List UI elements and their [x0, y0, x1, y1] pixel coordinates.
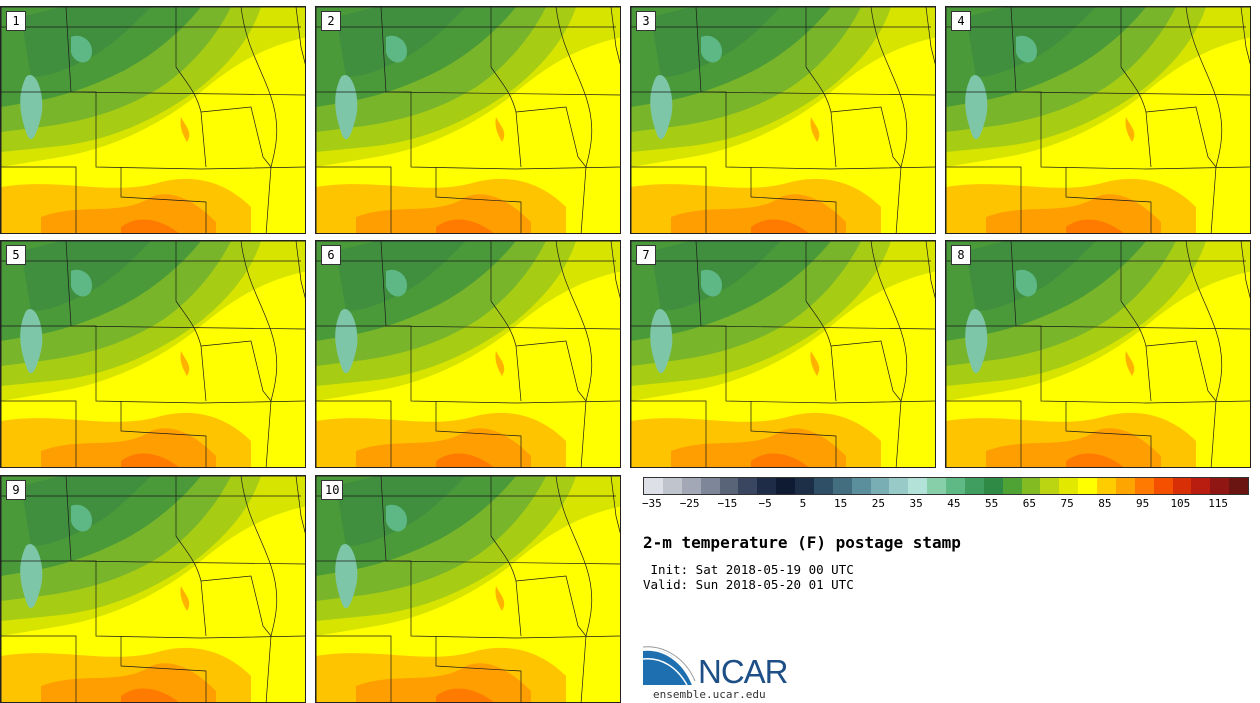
member-panel-2: 2: [315, 6, 621, 234]
member-panel-9: 9: [0, 475, 306, 703]
colorbar-segment: [719, 478, 739, 494]
colorbar-segment: [870, 478, 890, 494]
member-panel-5: 5: [0, 240, 306, 468]
member-label: 7: [636, 245, 656, 265]
colorbar-tick-label: −35: [641, 497, 662, 510]
temperature-map: [316, 7, 620, 233]
colorbar: −35 −25 −15 −5 5 15 25 35 45 55 65 75 85 95 105 115: [641, 477, 1249, 517]
colorbar-segment: [1210, 478, 1230, 494]
colorbar-segment: [983, 478, 1003, 494]
temperature-map: [946, 7, 1250, 233]
colorbar-segment: [1191, 478, 1211, 494]
colorbar-segment: [644, 478, 663, 494]
member-panel-6: 6: [315, 240, 621, 468]
colorbar-segment: [1021, 478, 1041, 494]
colorbar-segment: [1134, 478, 1154, 494]
temperature-map: [631, 7, 935, 233]
ncar-logo-icon: [643, 646, 696, 686]
colorbar-segment: [1078, 478, 1097, 494]
colorbar-segment: [795, 478, 814, 494]
colorbar-tick-label: 25: [871, 497, 885, 510]
colorbar-tick-label: −25: [679, 497, 700, 510]
member-label: 1: [6, 11, 26, 31]
colorbar-segment: [1097, 478, 1116, 494]
colorbar-segment: [1153, 478, 1173, 494]
ncar-logo-text: NCAR: [698, 653, 789, 690]
colorbar-tick-label: 95: [1136, 497, 1150, 510]
colorbar-tick-label: 65: [1022, 497, 1036, 510]
temperature-map: [1, 476, 305, 702]
colorbar-segment: [908, 478, 928, 494]
colorbar-tick-label: 75: [1060, 497, 1074, 510]
temperature-map: [946, 241, 1250, 467]
colorbar-segment: [813, 478, 833, 494]
colorbar-segment: [776, 478, 795, 494]
colorbar-segment: [1229, 478, 1248, 494]
site-url: ensemble.ucar.edu: [653, 688, 766, 701]
colorbar-tick-label: −5: [758, 497, 772, 510]
colorbar-tick-label: 15: [834, 497, 848, 510]
member-label: 9: [6, 480, 26, 500]
member-label: 6: [321, 245, 341, 265]
colorbar-tick-label: 45: [947, 497, 961, 510]
member-label: 8: [951, 245, 971, 265]
colorbar-segment: [662, 478, 682, 494]
colorbar-segment: [700, 478, 720, 494]
colorbar-ticks: −35 −25 −15 −5 5 15 25 35 45 55 65 75 85 95 105 115: [641, 497, 1249, 513]
temperature-map: [316, 476, 620, 702]
colorbar-segment: [1002, 478, 1022, 494]
member-panel-3: 3: [630, 6, 936, 234]
member-label: 2: [321, 11, 341, 31]
colorbar-segment: [757, 478, 777, 494]
member-label: 4: [951, 11, 971, 31]
member-panel-8: 8: [945, 240, 1251, 468]
plot-title: 2-m temperature (F) postage stamp: [643, 533, 961, 552]
member-label: 5: [6, 245, 26, 265]
colorbar-tick-label: 85: [1098, 497, 1112, 510]
temperature-map: [631, 241, 935, 467]
member-panel-10: 10: [315, 475, 621, 703]
colorbar-segment: [1040, 478, 1060, 494]
colorbar-segment: [851, 478, 871, 494]
colorbar-segment: [927, 478, 946, 494]
colorbar-tick-label: −15: [717, 497, 738, 510]
colorbar-tick-label: 55: [985, 497, 999, 510]
temperature-map: [316, 241, 620, 467]
colorbar-segment: [946, 478, 965, 494]
init-valid-info: Init: Sat 2018-05-19 00 UTC Valid: Sun 2…: [643, 562, 854, 592]
colorbar-segment: [1115, 478, 1135, 494]
colorbar-tick-label: 35: [909, 497, 923, 510]
colorbar-segment: [738, 478, 758, 494]
init-line: Init: Sat 2018-05-19 00 UTC: [643, 562, 854, 577]
colorbar-tick-label: 105: [1170, 497, 1191, 510]
member-panel-7: 7: [630, 240, 936, 468]
temperature-map: [1, 7, 305, 233]
member-label: 10: [321, 480, 344, 500]
member-panel-4: 4: [945, 6, 1251, 234]
member-label: 3: [636, 11, 656, 31]
colorbar-segment: [832, 478, 852, 494]
colorbar-segment: [681, 478, 701, 494]
colorbar-segment: [964, 478, 984, 494]
colorbar-segments: [643, 477, 1249, 495]
colorbar-segment: [1172, 478, 1192, 494]
temperature-map: [1, 241, 305, 467]
colorbar-segment: [1059, 478, 1079, 494]
member-panel-1: 1: [0, 6, 306, 234]
colorbar-tick-label: 5: [799, 497, 807, 510]
valid-line: Valid: Sun 2018-05-20 01 UTC: [643, 577, 854, 592]
colorbar-segment: [889, 478, 909, 494]
colorbar-tick-label: 115: [1208, 497, 1229, 510]
